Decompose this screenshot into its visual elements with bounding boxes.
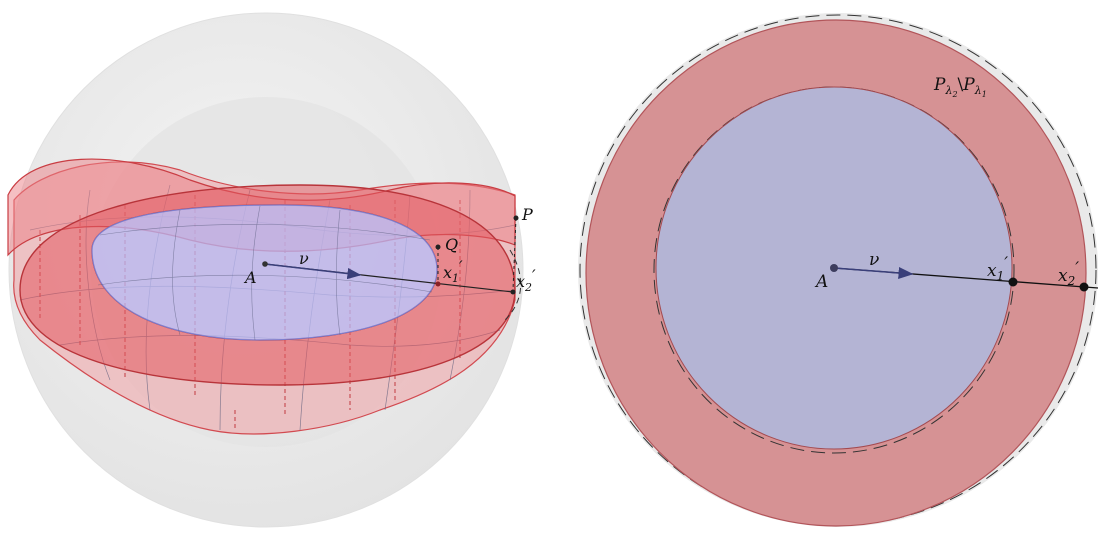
point-x2-right xyxy=(1079,282,1089,292)
nu-arrow-left xyxy=(264,263,362,280)
nu-arrow-right xyxy=(833,266,914,279)
label-x1-right: x1′ xyxy=(987,254,1008,283)
label-a-right: A xyxy=(814,272,828,292)
label-x2-right: x2′ xyxy=(1058,259,1079,288)
label-p: P xyxy=(521,205,533,224)
point-x1-left xyxy=(435,281,441,287)
inner-dashed-boundary xyxy=(653,86,1015,454)
label-set-difference: Pλ2\Pλ1 xyxy=(933,75,987,99)
point-q xyxy=(435,244,441,250)
point-x2-left xyxy=(510,289,516,295)
blue-disk xyxy=(91,204,438,341)
label-a-left: A xyxy=(243,268,257,287)
p-drop-line xyxy=(512,217,517,291)
label-nu-left: ν xyxy=(299,249,309,268)
point-a-left xyxy=(262,261,268,267)
disk-grid xyxy=(97,205,433,341)
label-q: Q xyxy=(445,235,458,254)
left-panel: A ν P Q x1′ x2′ xyxy=(7,12,536,528)
label-x1-left: x1′ xyxy=(443,257,463,285)
label-nu-right: ν xyxy=(869,250,879,270)
label-x2-left: x2′ xyxy=(516,266,536,294)
right-panel: A ν x1′ x2′ Pλ2\Pλ1 xyxy=(578,13,1098,527)
point-a-right xyxy=(830,264,838,272)
point-x1-right xyxy=(1008,277,1018,287)
point-p xyxy=(513,215,519,221)
